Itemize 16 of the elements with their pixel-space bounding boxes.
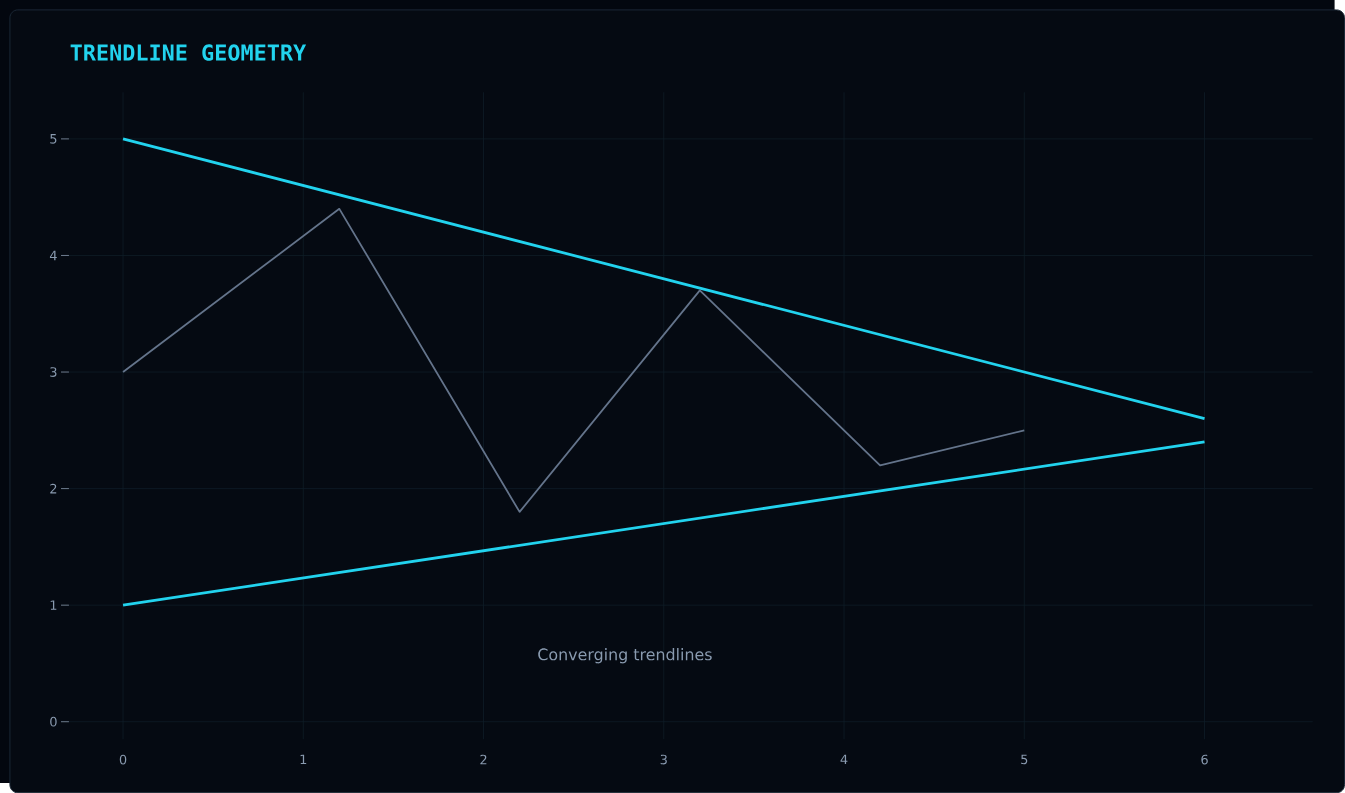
line-series	[122, 207, 1026, 513]
x-tick-label: 5	[1021, 754, 1028, 765]
y-tick-label: 5	[50, 133, 57, 144]
y-tick-label: 2	[50, 483, 57, 494]
y-tick-label: 0	[50, 716, 57, 727]
x-tick-label: 6	[1201, 754, 1208, 765]
x-tick-label: 1	[300, 754, 307, 764]
y-tick-label: 1	[50, 600, 57, 610]
x-tick-label: 4	[840, 754, 848, 764]
x-tick-label: 0	[119, 754, 127, 765]
y-tick-label: 3	[50, 367, 57, 377]
y-tick-label: 4	[49, 250, 57, 261]
annotation: Converging trendlines	[538, 647, 712, 664]
x-tick-label: 3	[660, 754, 667, 765]
chart-title: TRENDLINE GEOMETRY	[70, 44, 307, 61]
x-tick-label: 2	[480, 754, 487, 765]
